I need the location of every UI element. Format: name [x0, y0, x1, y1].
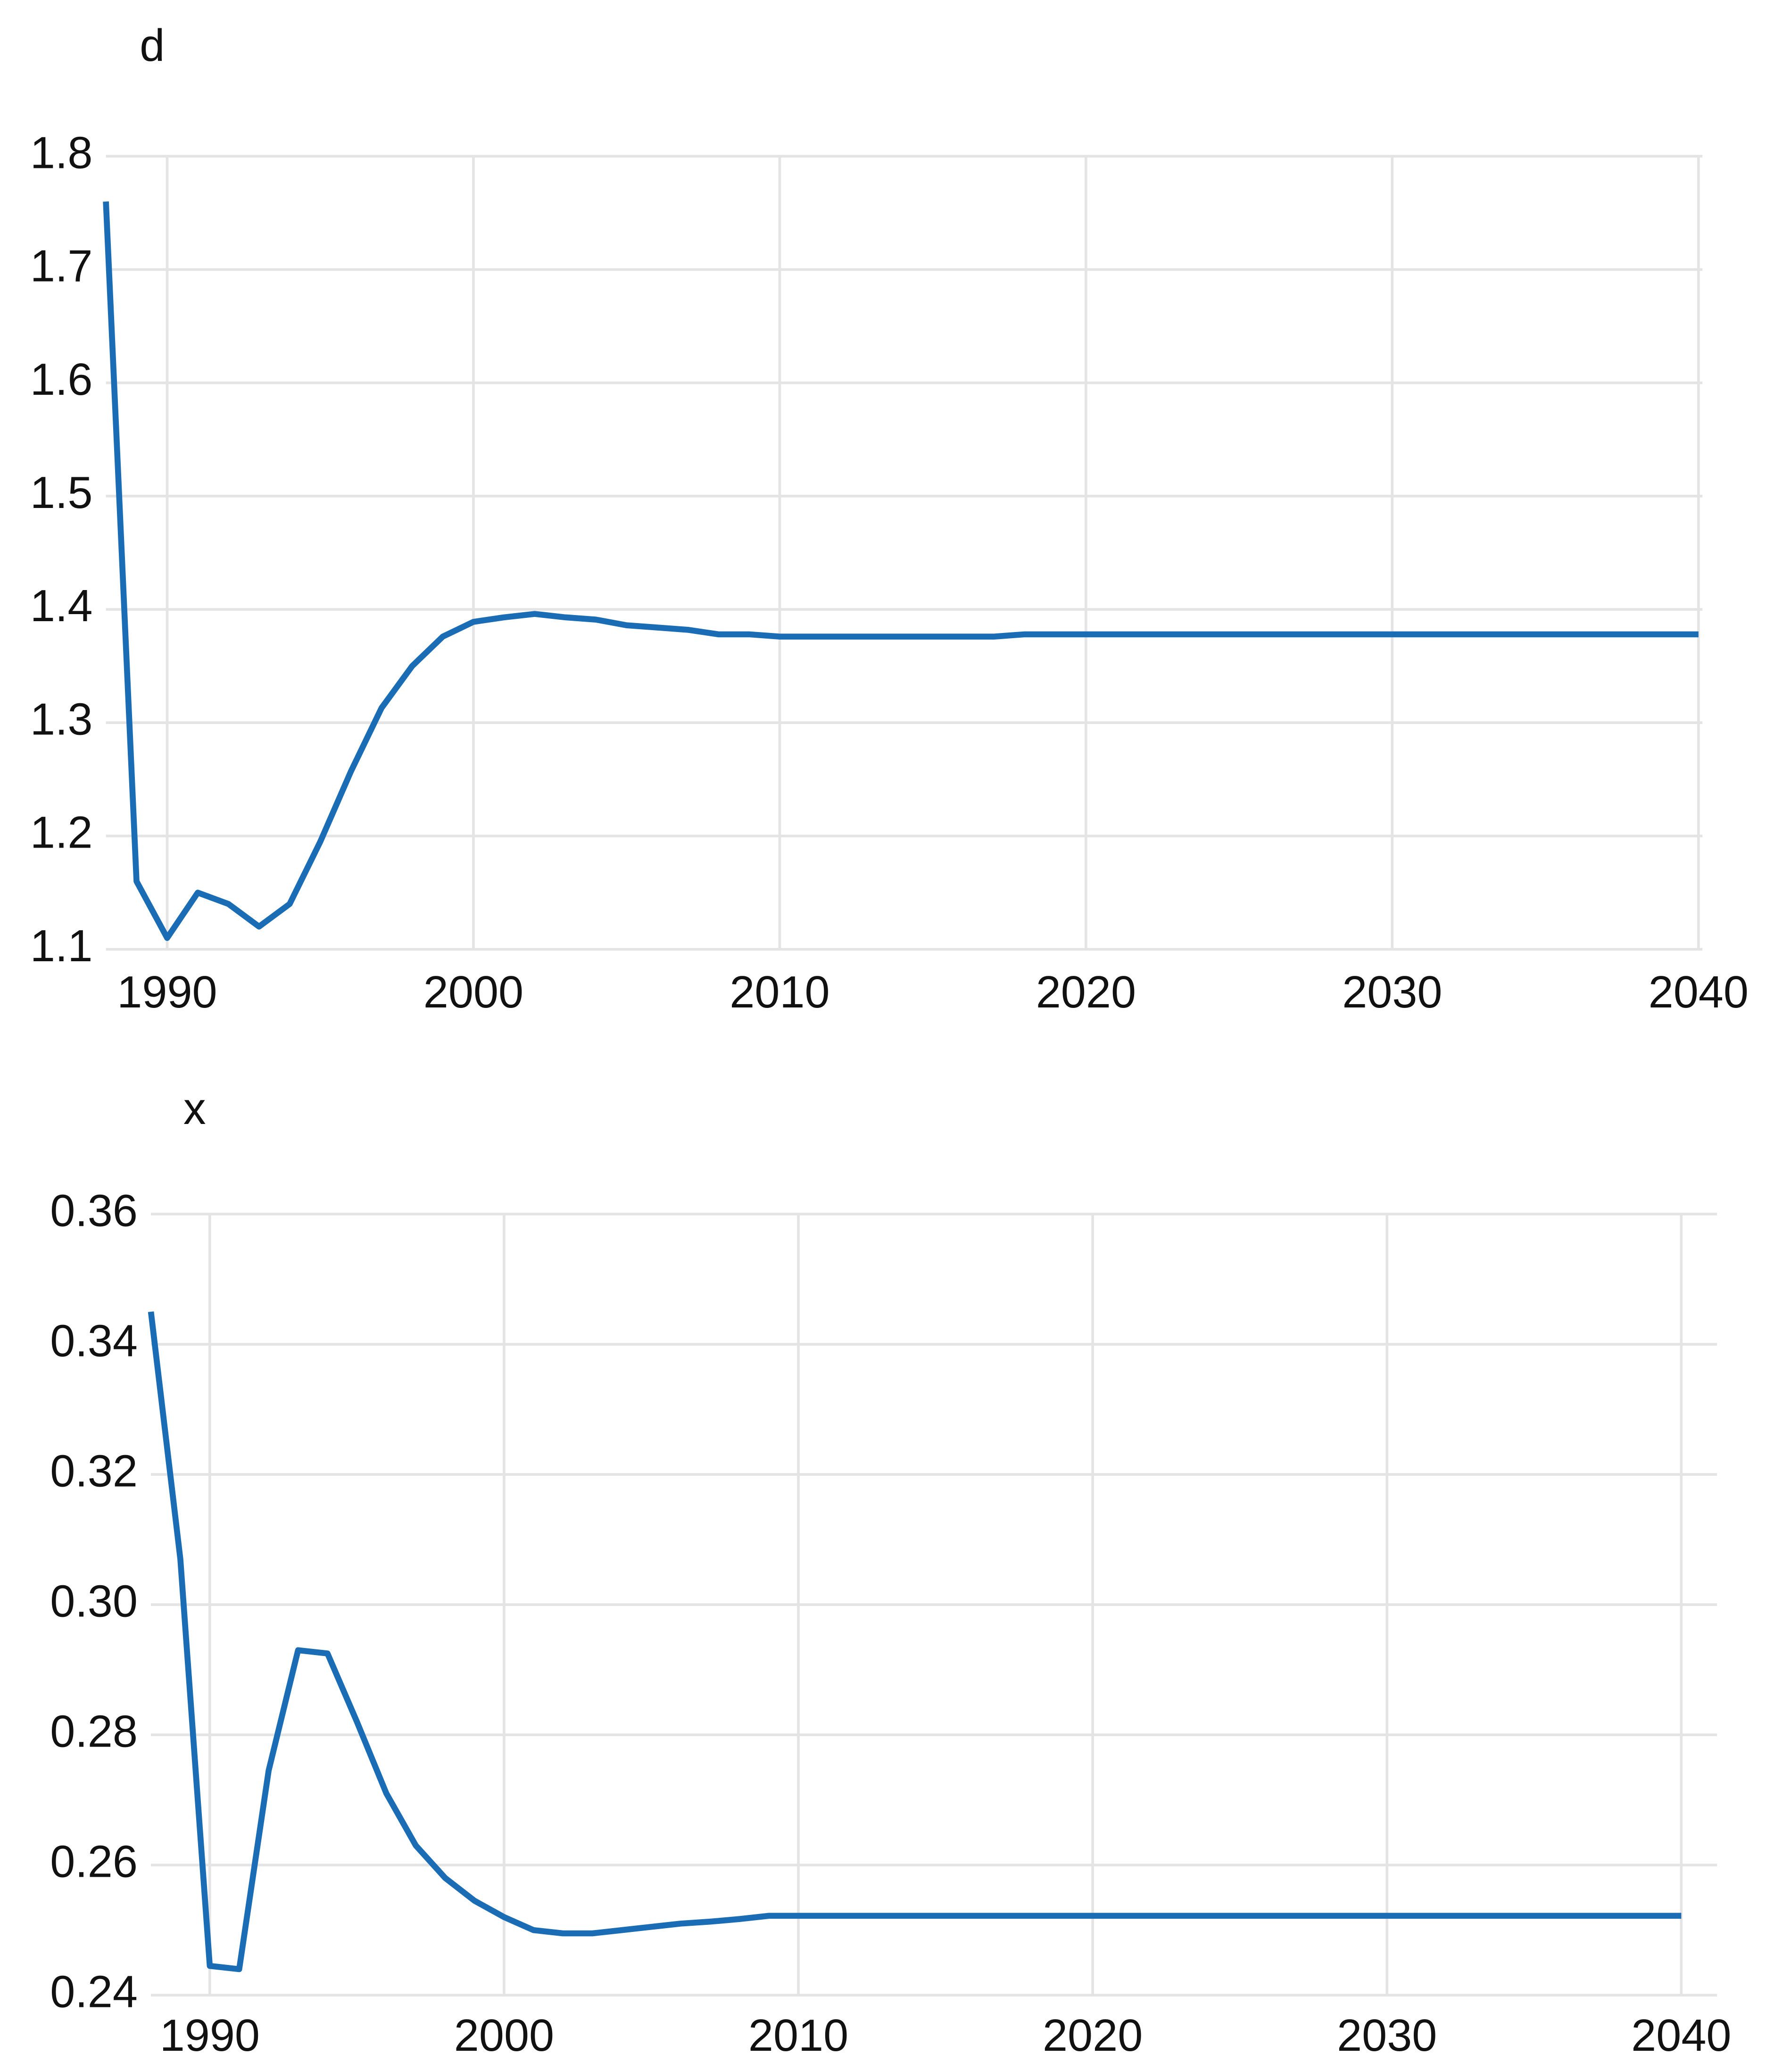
- y-tick-label: 1.1: [30, 921, 93, 971]
- y-tick-label: 0.34: [50, 1316, 138, 1366]
- x-tick-label: 2030: [1342, 967, 1442, 1017]
- data-line: [103, 201, 1699, 941]
- data-line: [148, 1311, 1682, 1972]
- x-tick-label: 1990: [117, 967, 217, 1017]
- y-tick-label: 1.8: [30, 128, 93, 178]
- y-tick-label: 1.7: [30, 241, 93, 291]
- y-tick-label: 1.4: [30, 581, 93, 631]
- x-tick-label: 2030: [1337, 2011, 1437, 2061]
- y-tick-label: 1.5: [30, 468, 93, 518]
- x-tick-label: 2010: [730, 967, 829, 1017]
- x-tick-label: 2000: [423, 967, 523, 1017]
- y-tick-label: 1.6: [30, 355, 93, 405]
- x-tick-label: 2040: [1649, 967, 1749, 1017]
- y-tick-label: 1.2: [30, 808, 93, 858]
- x-tick-label: 2040: [1631, 2011, 1731, 2061]
- y-tick-label: 0.36: [50, 1186, 138, 1236]
- y-tick-label: 0.30: [50, 1576, 138, 1626]
- x-tick-label: 2000: [454, 2011, 554, 2061]
- chart-title: x: [183, 1084, 206, 1134]
- x-tick-label: 2020: [1043, 2011, 1143, 2061]
- x-tick-label: 2010: [748, 2011, 848, 2061]
- chart-title: d: [140, 21, 165, 71]
- x-tick-label: 1990: [160, 2011, 260, 2061]
- y-tick-label: 0.24: [50, 1967, 138, 2017]
- y-tick-label: 0.32: [50, 1446, 138, 1496]
- y-tick-label: 0.28: [50, 1706, 138, 1756]
- y-tick-label: 0.26: [50, 1837, 138, 1887]
- y-tick-label: 1.3: [30, 694, 93, 744]
- x-tick-label: 2020: [1036, 967, 1136, 1017]
